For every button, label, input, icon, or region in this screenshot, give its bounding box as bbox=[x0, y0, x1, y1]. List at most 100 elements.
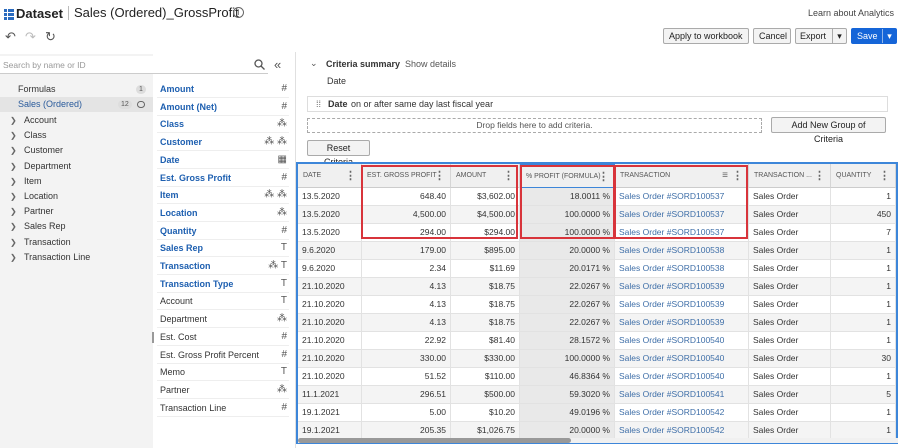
cancel-button[interactable]: Cancel bbox=[753, 28, 791, 44]
table-cell: 4.13 bbox=[362, 314, 451, 332]
export-dropdown-icon[interactable]: ▾ bbox=[832, 29, 846, 43]
panel-divider[interactable] bbox=[295, 52, 296, 448]
field-item[interactable]: Date ▦ bbox=[157, 152, 289, 169]
transaction-link[interactable]: Sales Order #SORD100537 bbox=[615, 206, 749, 224]
export-button[interactable]: Export ▾ bbox=[795, 28, 847, 44]
collapse-panel-icon[interactable]: « bbox=[274, 57, 282, 72]
transaction-link[interactable]: Sales Order #SORD100540 bbox=[615, 350, 749, 368]
tree-item-transaction-line[interactable]: ❯ Transaction Line bbox=[0, 250, 153, 265]
info-icon[interactable]: i bbox=[233, 7, 244, 18]
column-menu-icon[interactable]: ⋮ bbox=[434, 170, 445, 182]
field-item[interactable]: Department ⁂ bbox=[157, 311, 289, 329]
tree-item-sales-rep[interactable]: ❯ Sales Rep bbox=[0, 219, 153, 234]
transaction-link[interactable]: Sales Order #SORD100539 bbox=[615, 314, 749, 332]
field-item[interactable]: Amount # bbox=[157, 81, 289, 98]
column-menu-icon[interactable]: ⋮ bbox=[732, 170, 743, 182]
chevron-right-icon[interactable]: ❯ bbox=[10, 176, 17, 186]
save-button[interactable]: Save ▾ bbox=[851, 28, 897, 44]
field-item[interactable]: Memo T bbox=[157, 364, 289, 382]
column-menu-icon[interactable]: ⋮ bbox=[879, 170, 890, 182]
chevron-right-icon[interactable]: ❯ bbox=[10, 237, 17, 247]
table-cell: 100.0000 % bbox=[520, 206, 615, 224]
toggle-icon[interactable] bbox=[137, 101, 145, 108]
chevron-right-icon[interactable]: ❯ bbox=[10, 207, 17, 217]
transaction-link[interactable]: Sales Order #SORD100537 bbox=[615, 188, 749, 206]
field-item[interactable]: Est. Gross Profit # bbox=[157, 170, 289, 187]
horizontal-scrollbar-thumb[interactable] bbox=[298, 438, 571, 443]
tree-item-class[interactable]: ❯ Class bbox=[0, 128, 153, 143]
tree-label: Location bbox=[24, 191, 59, 201]
chevron-right-icon[interactable]: ❯ bbox=[10, 131, 17, 141]
table-cell: 21.10.2020 bbox=[298, 332, 362, 350]
chevron-down-icon[interactable]: ⌄ bbox=[310, 58, 318, 68]
field-item[interactable]: Transaction Line # bbox=[157, 400, 289, 417]
transaction-link[interactable]: Sales Order #SORD100540 bbox=[615, 368, 749, 386]
tree-item-item[interactable]: ❯ Item bbox=[0, 174, 153, 189]
column-header[interactable]: EST. GROSS PROFIT ⋮ bbox=[362, 164, 451, 188]
transaction-link[interactable]: Sales Order #SORD100542 bbox=[615, 404, 749, 422]
field-item[interactable]: Partner ⁂ bbox=[157, 382, 289, 399]
column-header[interactable]: % PROFIT (FORMULA) ⋮ bbox=[520, 164, 615, 188]
tree-item-sales-ordered[interactable]: Sales (Ordered) 12 bbox=[0, 97, 153, 112]
column-menu-icon[interactable]: ⋮ bbox=[503, 170, 514, 182]
criteria-filter-row[interactable]: ⁞⁞ Date on or after same day last fiscal… bbox=[307, 96, 888, 112]
field-item[interactable]: Item ⁂ ⁂ bbox=[157, 187, 289, 205]
column-header[interactable]: AMOUNT ⋮ bbox=[451, 164, 520, 188]
add-criteria-group-button[interactable]: Add New Group of Criteria bbox=[771, 117, 886, 144]
search-icon[interactable] bbox=[254, 59, 265, 70]
undo-icon[interactable]: ↶ bbox=[5, 29, 16, 44]
refresh-icon[interactable]: ↻ bbox=[45, 29, 56, 44]
chevron-right-icon[interactable]: ❯ bbox=[10, 252, 17, 262]
show-details-link[interactable]: Show details bbox=[405, 59, 457, 69]
redo-icon[interactable]: ↷ bbox=[25, 29, 36, 44]
drag-handle-icon[interactable]: ⁞⁞ bbox=[316, 99, 322, 109]
tree-item-transaction[interactable]: ❯ Transaction bbox=[0, 235, 153, 250]
field-item[interactable]: Transaction Type T bbox=[157, 276, 289, 293]
horizontal-scrollbar-track[interactable] bbox=[298, 438, 898, 443]
count-badge: 12 bbox=[118, 100, 132, 109]
transaction-link[interactable]: Sales Order #SORD100541 bbox=[615, 386, 749, 404]
column-menu-icon[interactable]: ⋮ bbox=[814, 170, 825, 182]
chevron-right-icon[interactable]: ❯ bbox=[10, 146, 17, 156]
tree-item-customer[interactable]: ❯ Customer bbox=[0, 143, 153, 158]
tree-item-partner[interactable]: ❯ Partner bbox=[0, 204, 153, 219]
field-item[interactable]: Customer ⁂ ⁂ bbox=[157, 134, 289, 152]
column-header[interactable]: TRANSACTION ≡ ⋮ bbox=[615, 164, 749, 188]
tree-item-department[interactable]: ❯ Department bbox=[0, 159, 153, 174]
column-header[interactable]: QUANTITY ⋮ bbox=[831, 164, 896, 188]
learn-about-analytics-link[interactable]: Learn about Analytics bbox=[807, 8, 894, 18]
drag-grip-icon[interactable] bbox=[152, 331, 154, 343]
sort-icon[interactable]: ≡ bbox=[722, 170, 728, 181]
field-item[interactable]: Sales Rep T bbox=[157, 240, 289, 258]
tree-item-location[interactable]: ❯ Location bbox=[0, 189, 153, 204]
transaction-link[interactable]: Sales Order #SORD100538 bbox=[615, 242, 749, 260]
save-dropdown-icon[interactable]: ▾ bbox=[882, 29, 896, 43]
field-item[interactable]: Amount (Net) # bbox=[157, 99, 289, 116]
search-input[interactable]: Search by name or ID bbox=[3, 60, 86, 70]
chevron-right-icon[interactable]: ❯ bbox=[10, 116, 17, 125]
chevron-right-icon[interactable]: ❯ bbox=[10, 192, 17, 201]
reset-criteria-button[interactable]: Reset Criteria bbox=[307, 140, 370, 167]
column-menu-icon[interactable]: ⋮ bbox=[598, 171, 609, 183]
field-item[interactable]: Account T bbox=[157, 293, 289, 311]
apply-to-workbook-button[interactable]: Apply to workbook bbox=[663, 28, 749, 44]
chevron-right-icon[interactable]: ❯ bbox=[10, 161, 17, 171]
field-item[interactable]: Class ⁂ bbox=[157, 116, 289, 134]
drop-criteria-zone[interactable]: Drop fields here to add criteria. bbox=[307, 118, 762, 133]
tree-item-formulas[interactable]: Formulas 1 bbox=[0, 82, 153, 97]
field-item[interactable]: Quantity # bbox=[157, 223, 289, 240]
field-item[interactable]: Est. Gross Profit Percent # bbox=[157, 347, 289, 364]
tree-item-account[interactable]: ❯ Account bbox=[0, 113, 153, 128]
transaction-link[interactable]: Sales Order #SORD100539 bbox=[615, 278, 749, 296]
transaction-link[interactable]: Sales Order #SORD100538 bbox=[615, 260, 749, 278]
column-menu-icon[interactable]: ⋮ bbox=[345, 170, 356, 182]
transaction-link[interactable]: Sales Order #SORD100537 bbox=[615, 224, 749, 242]
chevron-right-icon[interactable]: ❯ bbox=[10, 222, 17, 232]
field-item[interactable]: Est. Cost # bbox=[152, 329, 289, 346]
transaction-link[interactable]: Sales Order #SORD100540 bbox=[615, 332, 749, 350]
field-item[interactable]: Transaction ⁂ T bbox=[157, 258, 289, 275]
field-item[interactable]: Location ⁂ bbox=[157, 205, 289, 222]
column-header[interactable]: TRANSACTION ... ⋮ bbox=[749, 164, 831, 188]
column-header[interactable]: DATE ⋮ bbox=[298, 164, 362, 188]
transaction-link[interactable]: Sales Order #SORD100539 bbox=[615, 296, 749, 314]
